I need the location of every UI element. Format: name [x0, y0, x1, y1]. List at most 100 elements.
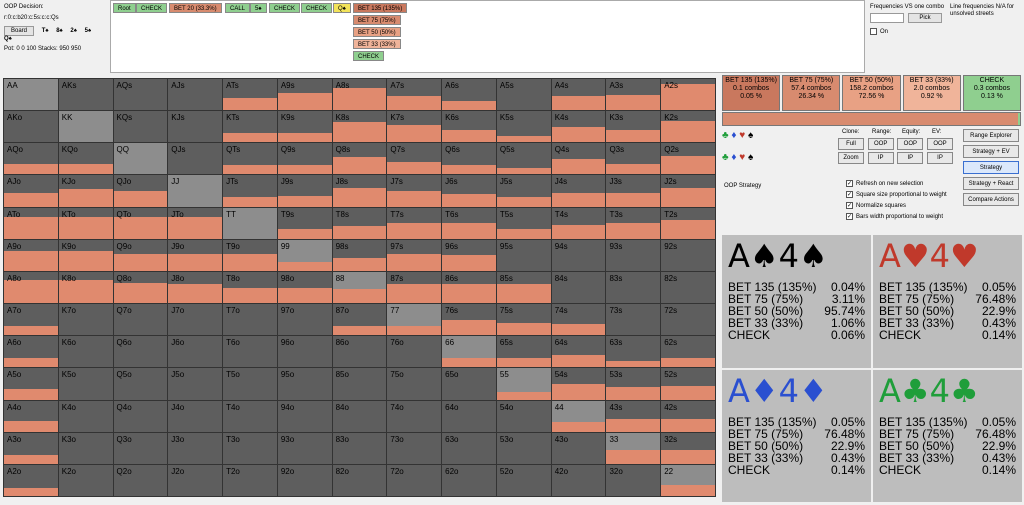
hand-cell[interactable]: Q6s — [442, 143, 496, 175]
hand-cell[interactable]: 63s — [606, 336, 661, 368]
hand-cell[interactable]: 65o — [442, 368, 496, 400]
hand-cell[interactable]: A7s — [387, 79, 442, 111]
spade-icon[interactable]: ♠ — [747, 152, 754, 163]
hand-cell[interactable]: 92s — [661, 239, 715, 271]
hand-cell[interactable]: T4s — [551, 207, 606, 239]
tree-node-qs[interactable]: Q♠ — [333, 3, 351, 13]
hand-cell[interactable]: 43s — [606, 400, 661, 432]
hand-cell[interactable]: K6o — [58, 336, 113, 368]
hand-cell[interactable]: KQo — [58, 143, 113, 175]
hand-cell[interactable]: 92o — [277, 464, 332, 496]
hand-cell[interactable]: A9o — [4, 239, 58, 271]
hand-cell[interactable]: KTs — [223, 111, 277, 143]
hand-cell[interactable]: AJs — [168, 79, 223, 111]
hand-cell[interactable]: T9s — [277, 207, 332, 239]
pick-button[interactable]: Pick — [908, 13, 942, 23]
hand-cell[interactable]: K8o — [58, 271, 113, 304]
hand-cell[interactable]: A5o — [4, 368, 58, 400]
hand-cell[interactable]: 82o — [332, 464, 387, 496]
club-icon[interactable]: ♣ — [722, 152, 729, 163]
strategy-ev-button[interactable]: Strategy + EV — [963, 145, 1019, 158]
equity-ip-button[interactable]: IP — [897, 152, 924, 164]
hand-cell[interactable]: 99 — [277, 239, 332, 271]
range-oop-button[interactable]: OOP — [867, 138, 894, 150]
zoom-button[interactable]: Zoom — [838, 152, 864, 164]
hand-cell[interactable]: 83s — [606, 271, 661, 304]
hand-cell[interactable]: T2s — [661, 207, 715, 239]
hand-cell[interactable]: K7o — [58, 304, 113, 336]
hand-cell[interactable]: Q5o — [113, 368, 168, 400]
hand-cell[interactable]: J2s — [661, 175, 715, 207]
hand-cell[interactable]: 42o — [551, 464, 606, 496]
hand-cell[interactable]: Q9o — [113, 239, 168, 271]
hand-cell[interactable]: 93s — [606, 239, 661, 271]
hand-cell[interactable]: 63o — [442, 432, 496, 464]
bars-width-checkbox[interactable]: ✓ Bars width proportional to weight — [846, 213, 944, 221]
hand-cell[interactable]: Q2o — [113, 464, 168, 496]
ev-oop-button[interactable]: OOP — [927, 138, 954, 150]
tree-node-call[interactable]: CALL — [225, 3, 251, 13]
hand-cell[interactable]: ATo — [4, 207, 58, 239]
hand-cell[interactable]: T6s — [442, 207, 496, 239]
hand-cell[interactable]: J5s — [496, 175, 551, 207]
tree-node-check[interactable]: CHECK — [136, 3, 168, 13]
hand-cell[interactable]: K5s — [496, 111, 551, 143]
hand-cell[interactable]: 43o — [551, 432, 606, 464]
square-size-checkbox[interactable]: ✓ Square size proportional to weight — [846, 191, 947, 199]
hand-cell[interactable]: 54o — [496, 400, 551, 432]
hand-cell[interactable]: 83o — [332, 432, 387, 464]
hand-cell[interactable]: 84o — [332, 400, 387, 432]
compare-actions-button[interactable]: Compare Actions — [963, 193, 1019, 206]
hand-cell[interactable]: K4s — [551, 111, 606, 143]
hand-cell[interactable]: A8o — [4, 271, 58, 304]
hand-cell[interactable]: T8s — [332, 207, 387, 239]
hand-cell[interactable]: 33 — [606, 432, 661, 464]
hand-cell[interactable]: J4o — [168, 400, 223, 432]
hand-cell[interactable]: T5s — [496, 207, 551, 239]
hand-cell[interactable]: 76o — [387, 336, 442, 368]
tree-option-bet135[interactable]: BET 135 (135%) — [353, 3, 408, 13]
strategy-react-button[interactable]: Strategy + React — [963, 177, 1019, 190]
hand-cell[interactable]: T3s — [606, 207, 661, 239]
hand-cell[interactable]: 73o — [387, 432, 442, 464]
hand-cell[interactable]: J9o — [168, 239, 223, 271]
hand-cell[interactable]: JTs — [223, 175, 277, 207]
hand-cell[interactable]: 62s — [661, 336, 715, 368]
hand-cell[interactable]: 42s — [661, 400, 715, 432]
hand-cell[interactable]: 85s — [496, 271, 551, 304]
hand-cell[interactable]: KTo — [58, 207, 113, 239]
hand-cell[interactable]: K3o — [58, 432, 113, 464]
hand-cell[interactable]: 93o — [277, 432, 332, 464]
hand-cell[interactable]: 74s — [551, 304, 606, 336]
hand-cell[interactable]: J8s — [332, 175, 387, 207]
hand-cell[interactable]: J2o — [168, 464, 223, 496]
hand-cell[interactable]: 62o — [442, 464, 496, 496]
hand-cell[interactable]: 52s — [661, 368, 715, 400]
summary-box[interactable]: BET 50 (50%) 158.2 combos 72.56 % — [842, 75, 901, 111]
hand-cell[interactable]: A6s — [442, 79, 496, 111]
hand-cell[interactable]: AA — [4, 79, 58, 111]
diamond-icon[interactable]: ♦ — [731, 130, 737, 141]
hand-cell[interactable]: 84s — [551, 271, 606, 304]
hand-cell[interactable]: J7o — [168, 304, 223, 336]
hand-cell[interactable]: 97o — [277, 304, 332, 336]
hand-cell[interactable]: A4s — [551, 79, 606, 111]
hand-cell[interactable]: A8s — [332, 79, 387, 111]
hand-cell[interactable]: A6o — [4, 336, 58, 368]
range-explorer-button[interactable]: Range Explorer — [963, 129, 1019, 142]
hand-cell[interactable]: Q4o — [113, 400, 168, 432]
tree-node-root[interactable]: Root — [113, 3, 136, 13]
hand-cell[interactable]: J6s — [442, 175, 496, 207]
combo-input[interactable] — [870, 13, 904, 23]
hand-cell[interactable]: QTo — [113, 207, 168, 239]
hand-cell[interactable]: K9o — [58, 239, 113, 271]
full-button[interactable]: Full — [838, 138, 864, 150]
tree-option-bet75[interactable]: BET 75 (75%) — [353, 15, 401, 25]
hand-cell[interactable]: 22 — [661, 464, 715, 496]
board-button[interactable]: Board — [4, 26, 35, 36]
hand-cell[interactable]: Q9s — [277, 143, 332, 175]
hand-cell[interactable]: K8s — [332, 111, 387, 143]
hand-cell[interactable]: K2o — [58, 464, 113, 496]
hand-cell[interactable]: 88 — [332, 271, 387, 304]
hand-cell[interactable]: 77 — [387, 304, 442, 336]
